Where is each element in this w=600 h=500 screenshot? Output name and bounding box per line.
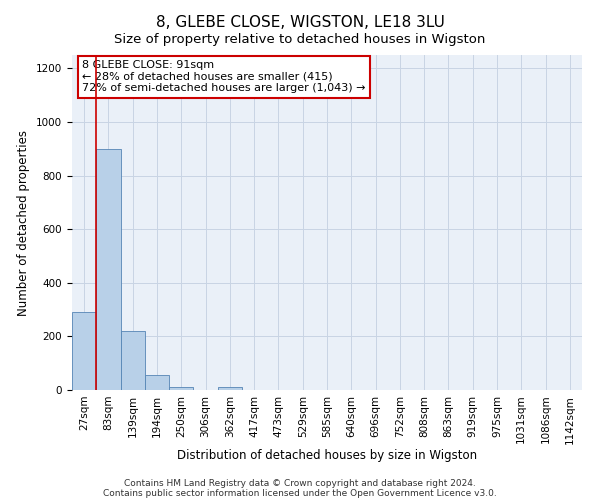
Bar (169, 388, 193, 390)
Bar (218, 388, 242, 390)
Text: 8, GLEBE CLOSE, WIGSTON, LE18 3LU: 8, GLEBE CLOSE, WIGSTON, LE18 3LU (155, 15, 445, 30)
Text: Size of property relative to detached houses in Wigston: Size of property relative to detached ho… (115, 32, 485, 46)
Text: 8 GLEBE CLOSE: 91sqm
← 28% of detached houses are smaller (415)
72% of semi-deta: 8 GLEBE CLOSE: 91sqm ← 28% of detached h… (82, 60, 366, 93)
Bar (96, 149, 121, 390)
Bar (72, 312, 96, 390)
Bar (145, 376, 169, 390)
Text: Contains HM Land Registry data © Crown copyright and database right 2024.: Contains HM Land Registry data © Crown c… (124, 478, 476, 488)
Text: Contains public sector information licensed under the Open Government Licence v3: Contains public sector information licen… (103, 488, 497, 498)
Bar (121, 331, 145, 390)
X-axis label: Distribution of detached houses by size in Wigston: Distribution of detached houses by size … (177, 449, 477, 462)
Y-axis label: Number of detached properties: Number of detached properties (17, 130, 31, 316)
